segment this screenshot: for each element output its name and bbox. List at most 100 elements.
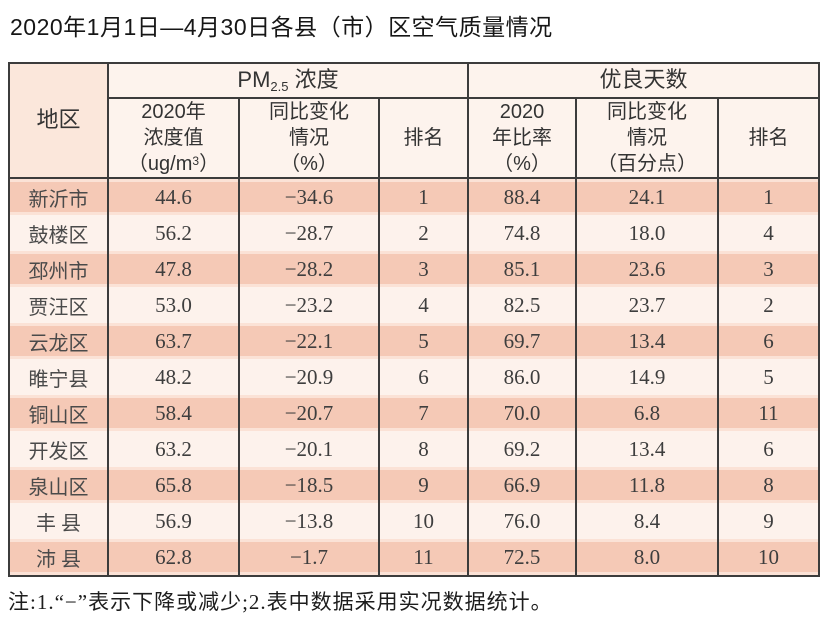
pm25-label-subscript: 2.5 — [270, 78, 289, 94]
table-row: 开发区 63.2 −20.1 8 69.2 13.4 6 — [8, 431, 821, 467]
good-change-cell: 8.4 — [575, 503, 720, 539]
table-row: 邳州市 47.8 −28.2 3 85.1 23.6 3 — [8, 251, 821, 287]
pm-rank-cell: 8 — [377, 431, 470, 467]
pm-rank-cell: 10 — [377, 503, 470, 539]
pm-change-cell: −20.7 — [238, 395, 380, 431]
pm-change-cell: −28.2 — [238, 251, 380, 287]
pm-change-cell: −13.8 — [238, 503, 380, 539]
good-days-group-header: 优良天数 — [467, 63, 821, 99]
pm-rank-cell: 11 — [377, 539, 470, 576]
region-column-header: 地区 — [8, 63, 109, 179]
footer-note: 注:1.“−”表示下降或减少;2.表中数据采用实况数据统计。 — [8, 590, 553, 614]
table-header: 地区 PM2.5 浓度 优良天数 2020年 浓度值 （ug/m3） 同比变化 情况… — [8, 63, 821, 179]
pm-rank-cell: 1 — [377, 178, 470, 215]
good-change-cell: 13.4 — [575, 431, 720, 467]
pm-change-cell: −34.6 — [238, 178, 380, 215]
good-ratio-cell: 66.9 — [467, 467, 578, 503]
pm-change-cell: −22.1 — [238, 323, 380, 359]
pm-value-cell: 48.2 — [107, 359, 240, 395]
good-rank-cell: 6 — [717, 431, 821, 467]
good-rank-cell: 6 — [717, 323, 821, 359]
good-change-cell: 18.0 — [575, 215, 720, 251]
pm-change-header: 同比变化 情况 （%） — [238, 98, 380, 179]
table-row: 鼓楼区 56.2 −28.7 2 74.8 18.0 4 — [8, 215, 821, 251]
table-body: 新沂市 44.6 −34.6 1 88.4 24.1 1 鼓楼区 56.2 −28.7 2 74.8 1… — [8, 178, 821, 576]
good-rank-cell: 2 — [717, 287, 821, 323]
table-row: 泉山区 65.8 −18.5 9 66.9 11.8 8 — [8, 467, 821, 503]
good-ratio-cell: 69.7 — [467, 323, 578, 359]
good-change-cell: 8.0 — [575, 539, 720, 576]
pm25-group-header: PM2.5 浓度 — [106, 63, 470, 99]
good-change-cell: 23.6 — [575, 251, 720, 287]
table-row: 睢宁县 48.2 −20.9 6 86.0 14.9 5 — [8, 359, 821, 395]
table-row: 云龙区 63.7 −22.1 5 69.7 13.4 6 — [8, 323, 821, 359]
pm-change-cell: −28.7 — [238, 215, 380, 251]
pm-rank-cell: 2 — [377, 215, 470, 251]
region-cell: 新沂市 — [8, 178, 109, 215]
pm-value-cell: 44.6 — [107, 178, 240, 215]
pm-change-cell: −1.7 — [238, 539, 380, 576]
region-cell: 沛 县 — [8, 539, 109, 576]
pm-value-cell: 53.0 — [107, 287, 240, 323]
region-cell: 贾汪区 — [8, 287, 109, 323]
pm-change-cell: −23.2 — [238, 287, 380, 323]
pm-value-header: 2020年 浓度值 （ug/m3） — [107, 98, 240, 179]
good-ratio-cell: 76.0 — [467, 503, 578, 539]
table-row: 丰 县 56.9 −13.8 10 76.0 8.4 9 — [8, 503, 821, 539]
good-change-cell: 23.7 — [575, 287, 720, 323]
good-rank-cell: 3 — [717, 251, 821, 287]
good-ratio-cell: 82.5 — [467, 287, 578, 323]
pm-value-cell: 47.8 — [107, 251, 240, 287]
pm-change-cell: −18.5 — [238, 467, 380, 503]
table-row: 铜山区 58.4 −20.7 7 70.0 6.8 11 — [8, 395, 821, 431]
table-row: 沛 县 62.8 −1.7 11 72.5 8.0 10 — [8, 539, 821, 576]
good-change-cell: 14.9 — [575, 359, 720, 395]
good-rank-cell: 5 — [717, 359, 821, 395]
good-ratio-cell: 72.5 — [467, 539, 578, 576]
good-ratio-cell: 85.1 — [467, 251, 578, 287]
good-ratio-cell: 86.0 — [467, 359, 578, 395]
sub-header-row: 2020年 浓度值 （ug/m3） 同比变化 情况 （%） 排名 2020 年比率 … — [9, 98, 821, 179]
pm-value-cell: 62.8 — [107, 539, 240, 576]
good-rank-cell: 10 — [717, 539, 821, 576]
region-cell: 睢宁县 — [8, 359, 109, 395]
pm-rank-cell: 3 — [377, 251, 470, 287]
good-ratio-cell: 88.4 — [467, 178, 578, 215]
region-cell: 泉山区 — [8, 467, 109, 503]
good-ratio-cell: 69.2 — [467, 431, 578, 467]
good-change-cell: 24.1 — [575, 178, 720, 215]
page-title: 2020年1月1日—4月30日各县（市）区空气质量情况 — [10, 14, 553, 40]
good-change-cell: 6.8 — [575, 395, 720, 431]
pm-change-cell: −20.1 — [238, 431, 380, 467]
pm-rank-cell: 5 — [377, 323, 470, 359]
pm-rank-cell: 4 — [377, 287, 470, 323]
pm-value-cell: 56.9 — [107, 503, 240, 539]
region-cell: 丰 县 — [8, 503, 109, 539]
region-cell: 云龙区 — [8, 323, 109, 359]
table-row: 贾汪区 53.0 −23.2 4 82.5 23.7 2 — [8, 287, 821, 323]
region-cell: 铜山区 — [8, 395, 109, 431]
good-rank-cell: 11 — [717, 395, 821, 431]
pm-rank-cell: 7 — [377, 395, 470, 431]
pm-value-cell: 63.2 — [107, 431, 240, 467]
pm25-label-suffix: 浓度 — [288, 66, 339, 92]
air-quality-table: 地区 PM2.5 浓度 优良天数 2020年 浓度值 （ug/m3） 同比变化 情况… — [8, 62, 821, 577]
table-row: 新沂市 44.6 −34.6 1 88.4 24.1 1 — [8, 178, 821, 215]
good-change-cell: 11.8 — [575, 467, 720, 503]
good-rank-cell: 9 — [717, 503, 821, 539]
pm-rank-cell: 6 — [377, 359, 470, 395]
pm-value-cell: 65.8 — [107, 467, 240, 503]
group-header-row: 地区 PM2.5 浓度 优良天数 — [8, 63, 821, 179]
good-change-header: 同比变化 情况 （百分点） — [575, 98, 720, 179]
good-ratio-cell: 74.8 — [467, 215, 578, 251]
pm-value-cell: 63.7 — [107, 323, 240, 359]
region-cell: 鼓楼区 — [8, 215, 109, 251]
pm-rank-header: 排名 — [377, 98, 470, 179]
region-cell: 邳州市 — [8, 251, 109, 287]
pm-value-cell: 56.2 — [107, 215, 240, 251]
good-rank-cell: 1 — [717, 178, 821, 215]
pm-change-cell: −20.9 — [238, 359, 380, 395]
good-change-cell: 13.4 — [575, 323, 720, 359]
good-ratio-header: 2020 年比率 （%） — [467, 98, 578, 179]
good-rank-cell: 4 — [717, 215, 821, 251]
